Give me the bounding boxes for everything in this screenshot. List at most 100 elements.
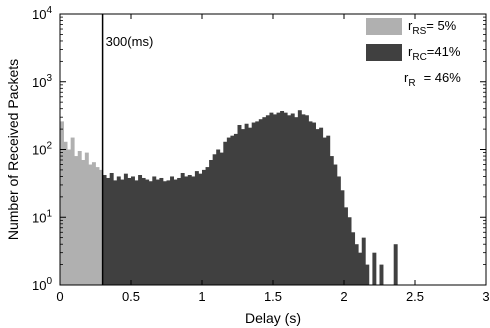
histogram-bar bbox=[304, 115, 309, 285]
histogram-bar bbox=[205, 167, 210, 285]
histogram-bar bbox=[102, 175, 107, 285]
histogram-bar bbox=[170, 176, 174, 285]
x-tick-label: 0.5 bbox=[122, 289, 140, 304]
histogram-bar bbox=[294, 117, 299, 286]
histogram-bar bbox=[244, 123, 249, 286]
histogram-bar bbox=[329, 156, 334, 285]
histogram-bar bbox=[365, 264, 370, 285]
histogram-bar bbox=[123, 173, 128, 285]
histogram-bar bbox=[241, 129, 245, 285]
histogram-bar bbox=[187, 175, 192, 285]
histogram-bar bbox=[219, 152, 224, 285]
histogram-bar bbox=[333, 164, 338, 285]
x-tick-label: 2.5 bbox=[406, 289, 424, 304]
histogram-bar bbox=[116, 176, 121, 285]
histogram-bar bbox=[276, 112, 281, 285]
histogram-bar bbox=[148, 181, 153, 285]
histogram-bar bbox=[393, 244, 398, 285]
y-tick-label: 102 bbox=[32, 141, 52, 158]
histogram-bar bbox=[77, 151, 82, 285]
histogram-bar bbox=[326, 135, 331, 285]
histogram-bar bbox=[152, 176, 157, 285]
histogram-bar bbox=[60, 121, 64, 285]
histogram-bar bbox=[379, 264, 384, 285]
histogram-bar bbox=[141, 177, 146, 285]
histogram-bar bbox=[216, 149, 221, 285]
y-tick-exponent: 4 bbox=[46, 5, 52, 16]
y-tick-label: 100 bbox=[32, 276, 52, 293]
histogram-bar bbox=[155, 179, 160, 285]
histogram-bar bbox=[173, 179, 178, 285]
histogram-bar bbox=[166, 180, 171, 285]
histogram-bar bbox=[134, 180, 139, 285]
histogram-bar bbox=[84, 152, 89, 285]
legend-value-rs: = 5% bbox=[426, 18, 456, 33]
threshold-label: 300(ms) bbox=[106, 34, 154, 49]
y-axis-label: Number of Received Packets bbox=[5, 59, 21, 240]
histogram-bar bbox=[297, 110, 302, 285]
histogram-bar bbox=[308, 121, 313, 285]
histogram-bar bbox=[265, 115, 270, 285]
histogram-bar bbox=[99, 169, 103, 285]
histogram-bar bbox=[191, 176, 196, 285]
histogram-bar bbox=[180, 172, 185, 285]
legend-value-rc: =41% bbox=[427, 44, 461, 59]
histogram-bar bbox=[237, 124, 242, 286]
histogram-bar bbox=[319, 127, 324, 285]
histogram-bar bbox=[358, 252, 363, 285]
legend-sub-r: R bbox=[408, 78, 415, 89]
legend-sub-rc: RC bbox=[412, 52, 426, 63]
histogram-bar bbox=[315, 129, 320, 285]
histogram-bar bbox=[262, 117, 267, 286]
histogram-bar bbox=[198, 173, 203, 285]
histogram-bar bbox=[233, 133, 238, 285]
histogram-bar bbox=[159, 177, 164, 285]
histogram-bar bbox=[145, 179, 150, 285]
plot-frame bbox=[59, 13, 487, 286]
histogram-bar bbox=[361, 237, 366, 285]
histogram-bar bbox=[230, 135, 235, 285]
x-tick-label: 1.5 bbox=[264, 289, 282, 304]
histogram-bar bbox=[127, 177, 132, 285]
histogram-bar bbox=[347, 217, 352, 285]
histogram-bar bbox=[287, 115, 292, 285]
histogram-bar bbox=[248, 127, 253, 285]
x-tick-label: 3 bbox=[482, 289, 489, 304]
legend-sub-rs: RS bbox=[412, 26, 426, 37]
histogram-bar bbox=[255, 121, 260, 285]
histogram-bar bbox=[283, 112, 288, 285]
histogram-bar bbox=[280, 111, 285, 285]
histogram-bar bbox=[162, 181, 167, 285]
y-tick-exponent: 2 bbox=[46, 141, 52, 152]
histogram-bar bbox=[251, 122, 256, 285]
y-tick-exponent: 1 bbox=[46, 208, 52, 219]
histogram-bar bbox=[344, 207, 348, 285]
histogram-bar bbox=[88, 164, 93, 285]
y-tick-exponent: 0 bbox=[46, 276, 52, 287]
histogram-bar bbox=[120, 179, 125, 285]
histogram-bar bbox=[223, 141, 228, 285]
x-axis-label: Delay (s) bbox=[245, 310, 301, 326]
histogram-bar bbox=[95, 167, 100, 285]
x-tick-label: 1 bbox=[198, 289, 205, 304]
legend-swatch-rs bbox=[366, 18, 402, 35]
histogram-bar bbox=[184, 176, 189, 285]
histogram-bar bbox=[372, 252, 377, 285]
histogram-bar bbox=[106, 177, 111, 285]
histogram-bar bbox=[322, 137, 327, 285]
histogram-bar bbox=[258, 119, 263, 286]
x-tick-label: 0 bbox=[56, 289, 63, 304]
histogram-bar bbox=[177, 177, 182, 285]
histogram-bar bbox=[269, 112, 274, 285]
histogram-bar bbox=[226, 137, 231, 285]
y-tick-label: 101 bbox=[32, 208, 52, 225]
histogram-bar bbox=[91, 162, 96, 285]
histogram-bar bbox=[336, 176, 341, 285]
y-tick-exponent: 3 bbox=[46, 73, 52, 84]
histogram-bar bbox=[273, 114, 277, 286]
histogram-bar bbox=[131, 176, 135, 285]
histogram-bar bbox=[354, 244, 359, 285]
histogram-bar bbox=[340, 190, 345, 285]
